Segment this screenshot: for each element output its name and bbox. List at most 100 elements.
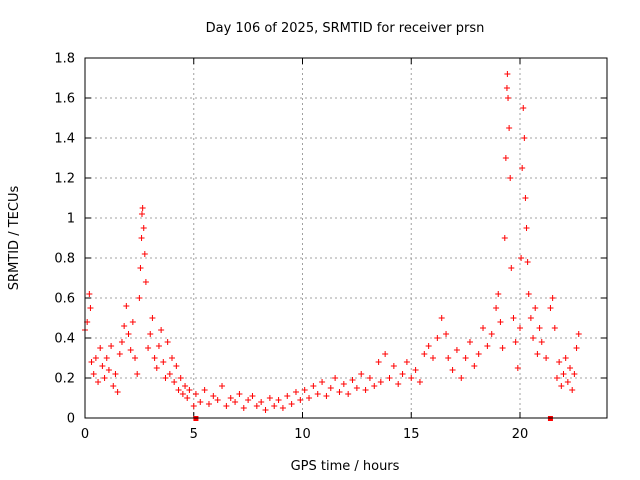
data-point bbox=[564, 379, 571, 385]
data-point bbox=[358, 371, 365, 377]
data-point bbox=[499, 345, 506, 351]
data-point bbox=[118, 339, 125, 345]
data-point bbox=[137, 265, 144, 271]
data-point bbox=[301, 387, 308, 393]
data-point bbox=[223, 403, 230, 409]
data-point bbox=[382, 351, 389, 357]
data-point bbox=[141, 251, 148, 257]
data-point bbox=[297, 397, 304, 403]
data-point bbox=[453, 347, 460, 353]
data-point bbox=[108, 343, 115, 349]
plot-frame bbox=[84, 57, 608, 419]
data-point bbox=[214, 397, 221, 403]
data-point bbox=[192, 391, 199, 397]
data-point bbox=[179, 391, 186, 397]
data-point bbox=[573, 345, 580, 351]
data-point bbox=[366, 375, 373, 381]
data-point bbox=[505, 95, 512, 101]
y-axis-label: SRMTID / TECUs bbox=[7, 186, 22, 291]
data-point bbox=[262, 407, 269, 413]
y-tick-label: 0.6 bbox=[54, 292, 75, 307]
data-point bbox=[169, 355, 175, 361]
data-point bbox=[480, 325, 487, 331]
data-point bbox=[493, 305, 500, 311]
data-point bbox=[532, 305, 539, 311]
data-point bbox=[151, 355, 158, 361]
data-point bbox=[519, 165, 526, 171]
data-point bbox=[323, 393, 330, 399]
data-point bbox=[523, 225, 530, 231]
data-point bbox=[310, 383, 317, 389]
data-point bbox=[518, 255, 525, 261]
data-point bbox=[575, 331, 582, 337]
data-point bbox=[458, 375, 465, 381]
data-point bbox=[377, 379, 384, 385]
data-point bbox=[471, 363, 478, 369]
y-tick-labels: 0 0.2 0.4 0.6 0.8 1 1.2 1.4 1.6 1.8 bbox=[54, 52, 75, 427]
x-tick-labels: 0 5 10 15 20 bbox=[81, 427, 528, 442]
data-point bbox=[87, 305, 94, 311]
data-point bbox=[129, 319, 136, 325]
data-point bbox=[503, 85, 510, 91]
data-point bbox=[497, 319, 504, 325]
data-point bbox=[466, 339, 473, 345]
data-point bbox=[512, 339, 519, 345]
data-point bbox=[292, 389, 299, 395]
data-point bbox=[560, 371, 567, 377]
data-point bbox=[510, 315, 517, 321]
data-point bbox=[86, 291, 93, 297]
data-point bbox=[171, 379, 178, 385]
data-point bbox=[549, 295, 556, 301]
data-point bbox=[173, 363, 180, 369]
data-point bbox=[95, 379, 102, 385]
data-point bbox=[362, 387, 369, 393]
data-point bbox=[314, 391, 321, 397]
data-point bbox=[408, 375, 415, 381]
gridlines bbox=[85, 58, 607, 418]
data-point bbox=[101, 375, 108, 381]
data-point bbox=[412, 367, 419, 373]
data-point bbox=[90, 371, 97, 377]
data-point bbox=[266, 395, 273, 401]
x-axis-label: GPS time / hours bbox=[291, 459, 400, 474]
data-point bbox=[306, 395, 313, 401]
data-point bbox=[249, 393, 256, 399]
chart-title: Day 106 of 2025, SRMTID for receiver prs… bbox=[206, 21, 485, 36]
data-point bbox=[145, 345, 152, 351]
data-point bbox=[319, 379, 326, 385]
data-point bbox=[521, 135, 528, 141]
data-point bbox=[121, 323, 128, 329]
data-point bbox=[271, 403, 278, 409]
data-point bbox=[177, 375, 184, 381]
data-point bbox=[502, 155, 509, 161]
data-point bbox=[569, 387, 576, 393]
data-point bbox=[449, 367, 456, 373]
data-point bbox=[140, 225, 147, 231]
data-point bbox=[556, 359, 563, 365]
data-point bbox=[462, 355, 469, 361]
data-point bbox=[253, 403, 260, 409]
data-point bbox=[210, 393, 217, 399]
data-point bbox=[504, 71, 511, 77]
data-point bbox=[551, 325, 558, 331]
y-tick-label: 1.8 bbox=[54, 52, 75, 67]
data-point bbox=[245, 397, 252, 403]
data-point bbox=[284, 393, 291, 399]
data-point bbox=[501, 235, 508, 241]
data-point bbox=[547, 305, 554, 311]
data-point bbox=[543, 355, 550, 361]
data-point bbox=[279, 405, 286, 411]
data-point bbox=[112, 371, 119, 377]
y-tick-label: 1.4 bbox=[54, 132, 75, 147]
data-point bbox=[327, 385, 334, 391]
data-point bbox=[525, 291, 532, 297]
data-point bbox=[475, 351, 482, 357]
data-point bbox=[534, 351, 541, 357]
data-point bbox=[508, 265, 515, 271]
data-point bbox=[434, 335, 441, 341]
data-point bbox=[88, 359, 95, 365]
data-point bbox=[158, 327, 165, 333]
data-point bbox=[97, 345, 104, 351]
data-point bbox=[514, 365, 521, 371]
